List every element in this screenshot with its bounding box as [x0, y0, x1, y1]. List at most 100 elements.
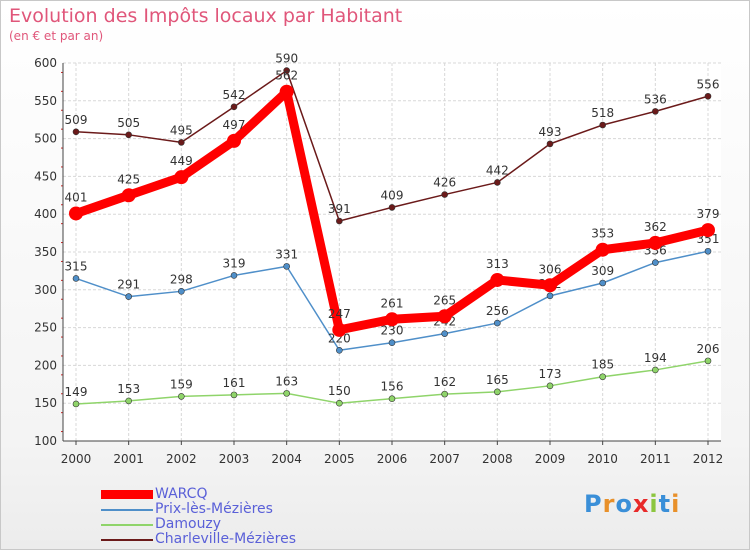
data-point-warcq [595, 242, 610, 257]
y-tick-label: 100 [34, 434, 57, 448]
data-point-prix-les-mezieres [441, 330, 448, 337]
data-point-charleville-mezieres [283, 67, 290, 74]
data-label-warcq: 353 [591, 227, 614, 241]
y-tick-label: 500 [34, 132, 57, 146]
data-label-damouzy: 185 [591, 358, 614, 372]
data-label-charleville-mezieres: 442 [486, 163, 509, 177]
data-point-warcq [174, 170, 189, 185]
x-tick-label: 2005 [324, 452, 355, 466]
data-label-charleville-mezieres: 518 [591, 106, 614, 120]
x-tick-label: 2011 [640, 452, 671, 466]
x-tick-label: 2012 [693, 452, 724, 466]
data-label-prix-les-mezieres: 331 [275, 247, 298, 261]
data-label-charleville-mezieres: 590 [275, 52, 298, 66]
data-point-damouzy [494, 388, 501, 396]
y-tick-label: 550 [34, 94, 57, 108]
data-point-warcq [69, 206, 83, 221]
data-label-prix-les-mezieres: 298 [170, 272, 193, 286]
data-point-prix-les-mezieres [72, 275, 80, 282]
data-label-charleville-mezieres: 495 [170, 123, 193, 137]
data-point-damouzy [388, 395, 396, 402]
y-tick-label: 150 [34, 396, 57, 410]
data-point-damouzy [72, 400, 80, 408]
data-point-charleville-mezieres [652, 108, 659, 115]
data-point-warcq [279, 84, 294, 99]
data-point-prix-les-mezieres [230, 272, 238, 279]
data-label-damouzy: 161 [223, 376, 246, 390]
legend-item: Charleville-Mézières [101, 531, 361, 547]
data-point-damouzy [178, 393, 185, 400]
data-point-charleville-mezieres [494, 179, 501, 186]
data-point-prix-les-mezieres [178, 288, 185, 295]
data-label-warcq: 306 [539, 262, 562, 276]
legend-label: Damouzy [155, 516, 222, 532]
data-label-warcq: 379 [697, 207, 720, 221]
data-point-prix-les-mezieres [388, 339, 396, 347]
y-tick-label: 250 [34, 321, 57, 335]
data-label-warcq: 449 [170, 154, 193, 168]
y-tick-label: 350 [34, 245, 57, 259]
data-label-prix-les-mezieres: 220 [328, 331, 351, 345]
data-point-charleville-mezieres [72, 128, 80, 136]
data-point-charleville-mezieres [125, 131, 132, 139]
data-point-charleville-mezieres [441, 191, 448, 198]
data-point-warcq [385, 312, 399, 327]
logo-letter: r [602, 490, 616, 518]
y-tick-label: 450 [34, 169, 57, 183]
x-tick-label: 2008 [482, 452, 513, 466]
x-tick-label: 2002 [166, 452, 197, 466]
x-tick-label: 2000 [61, 452, 92, 466]
data-point-damouzy [441, 390, 448, 398]
data-point-charleville-mezieres [336, 217, 343, 225]
data-label-damouzy: 153 [117, 382, 140, 396]
data-label-warcq: 425 [117, 172, 140, 186]
data-point-charleville-mezieres [599, 121, 606, 129]
logo-letter: x [632, 490, 650, 518]
legend-swatch [101, 539, 153, 541]
x-tick-label: 2006 [377, 452, 408, 466]
data-point-warcq [701, 223, 715, 238]
logo-letter: t [658, 490, 672, 518]
data-label-damouzy: 206 [697, 342, 720, 356]
legend-label: WARCQ [155, 486, 208, 502]
data-point-damouzy [336, 399, 343, 407]
data-label-warcq: 261 [381, 296, 404, 310]
data-label-damouzy: 194 [644, 351, 667, 365]
data-point-charleville-mezieres [178, 139, 185, 146]
data-point-warcq [490, 272, 505, 287]
data-label-warcq: 401 [65, 190, 88, 204]
data-point-charleville-mezieres [230, 103, 238, 111]
y-tick-label: 400 [34, 207, 57, 221]
legend-label: Charleville-Mézières [155, 531, 297, 547]
data-label-charleville-mezieres: 509 [65, 113, 88, 127]
data-label-prix-les-mezieres: 256 [486, 304, 509, 318]
data-label-charleville-mezieres: 505 [117, 116, 140, 130]
y-tick-label: 200 [34, 358, 57, 372]
data-point-warcq [437, 309, 452, 324]
data-point-prix-les-mezieres [336, 346, 343, 354]
legend-item: WARCQ [101, 486, 361, 502]
data-point-warcq [121, 188, 136, 203]
data-point-prix-les-mezieres [599, 279, 606, 287]
data-point-damouzy [599, 373, 606, 381]
data-point-prix-les-mezieres [652, 259, 659, 266]
data-point-damouzy [283, 390, 290, 397]
y-tick-label: 600 [34, 56, 57, 70]
data-label-charleville-mezieres: 426 [433, 176, 456, 190]
data-point-warcq [648, 235, 663, 250]
proxiti-logo: Proxiti [584, 490, 680, 518]
data-label-damouzy: 165 [486, 373, 509, 387]
x-tick-label: 2009 [535, 452, 566, 466]
data-label-warcq: 247 [328, 307, 351, 321]
data-label-charleville-mezieres: 391 [328, 202, 351, 216]
data-point-charleville-mezieres [704, 92, 712, 100]
data-label-charleville-mezieres: 409 [381, 188, 404, 202]
data-point-damouzy [652, 366, 659, 374]
data-label-warcq: 313 [486, 257, 509, 271]
data-point-prix-les-mezieres [704, 247, 712, 255]
data-label-warcq: 562 [275, 69, 298, 83]
data-point-damouzy [704, 357, 712, 365]
x-tick-label: 2003 [219, 452, 250, 466]
